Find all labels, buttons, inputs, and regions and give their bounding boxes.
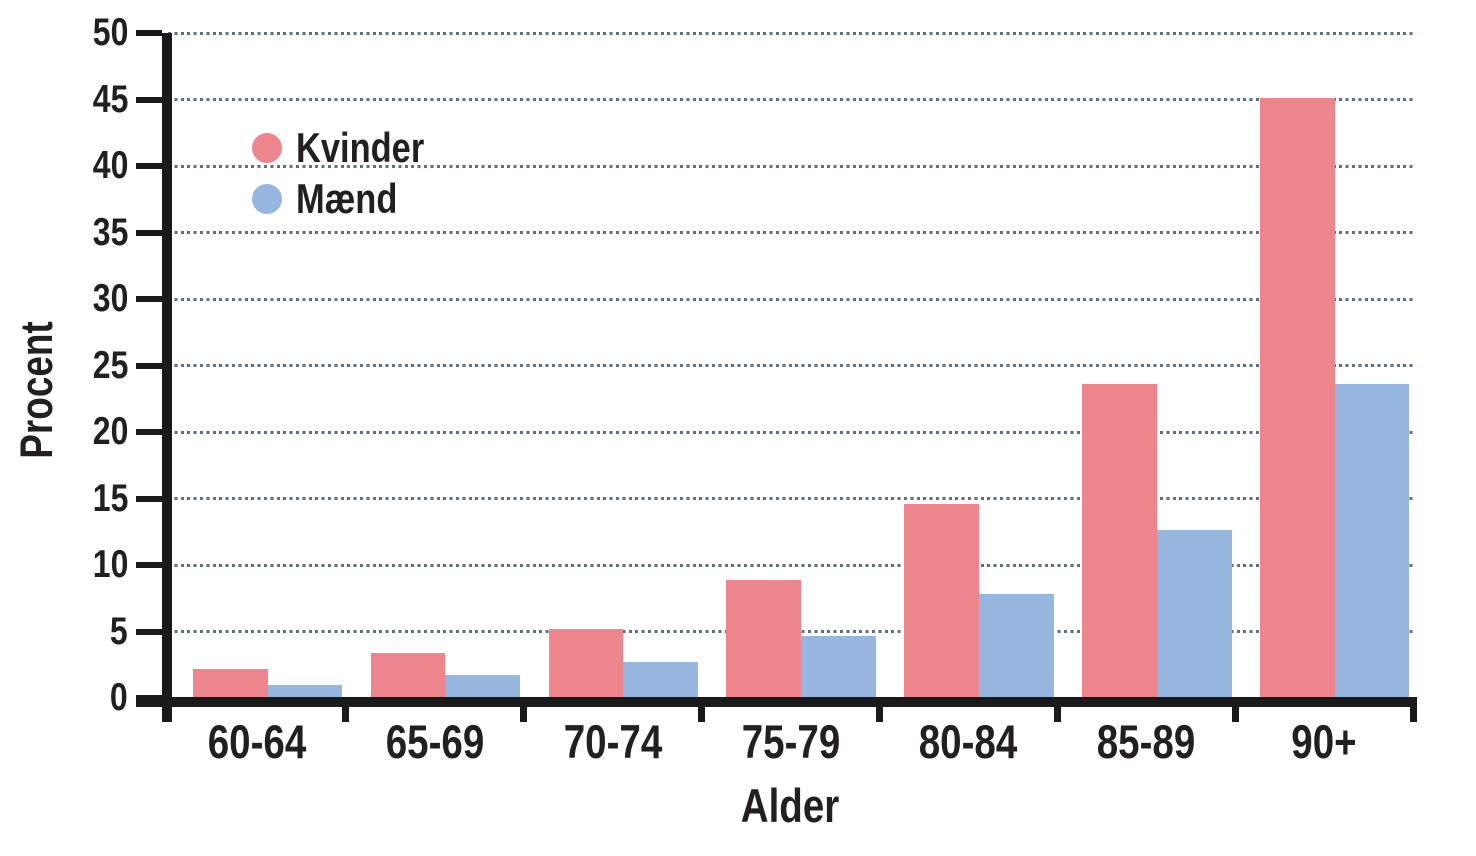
x-axis-title-text: Alder: [740, 779, 840, 832]
bar-group-65-69: [346, 33, 524, 698]
plot-area: [168, 31, 1413, 698]
y-tick-15: [136, 495, 162, 502]
bar-group-80-84: [879, 33, 1057, 698]
y-tick-label-0: 0: [0, 674, 128, 722]
bar-kvinder-90+: [1260, 98, 1335, 698]
y-tick-label-text-25: 25: [92, 343, 128, 387]
y-tick-35: [136, 229, 162, 236]
bar-kvinder-75-79: [726, 579, 802, 698]
x-label-text-65-69: 65-69: [385, 715, 485, 768]
x-label-75-79: 75-79: [730, 714, 850, 769]
y-tick-label-text-45: 45: [92, 77, 128, 121]
legend: Kvinder Mænd: [252, 122, 452, 224]
y-tick-label-10: 10: [0, 541, 128, 589]
bar-maend-65-69: [445, 675, 521, 698]
y-tick-label-30: 30: [0, 275, 128, 323]
bars-layer: [168, 33, 1413, 698]
bar-group-85-89: [1057, 33, 1235, 698]
x-label-90+: 90+: [1284, 714, 1364, 769]
x-label-65-69: 65-69: [375, 714, 495, 769]
y-tick-label-5: 5: [0, 608, 128, 656]
y-tick-label-15: 15: [0, 475, 128, 523]
bar-kvinder-65-69: [370, 652, 446, 698]
gridline-45: [168, 98, 1413, 101]
x-tick-6: [1231, 697, 1239, 722]
y-tick-label-40: 40: [0, 142, 128, 190]
x-label-text-90+: 90+: [1291, 715, 1357, 768]
bar-group-70-74: [524, 33, 702, 698]
bar-maend-85-89: [1156, 530, 1232, 698]
bar-maend-90+: [1334, 384, 1410, 698]
legend-item-kvinder: Kvinder: [252, 122, 452, 173]
y-tick-label-text-10: 10: [92, 543, 128, 586]
gridline-35: [168, 231, 1413, 234]
gridline-20: [168, 430, 1413, 434]
x-label-text-85-89: 85-89: [1096, 715, 1196, 768]
bar-kvinder-80-84: [904, 503, 980, 698]
bar-kvinder-70-74: [548, 628, 624, 698]
bar-group-60-64: [168, 33, 346, 698]
gridline-50: [168, 31, 1413, 35]
y-tick-label-text-20: 20: [92, 410, 128, 453]
bar-kvinder-85-89: [1082, 384, 1157, 698]
y-tick-10: [136, 562, 162, 568]
x-label-70-74: 70-74: [553, 714, 673, 769]
x-label-text-75-79: 75-79: [741, 715, 840, 768]
x-tick-4: [875, 697, 883, 722]
gridline-25: [168, 364, 1413, 367]
y-tick-label-50: 50: [0, 9, 128, 57]
x-tick-5: [1053, 697, 1061, 722]
y-tick-label-text-50: 50: [92, 11, 128, 54]
y-tick-25: [136, 362, 162, 369]
y-tick-45: [136, 96, 162, 103]
y-tick-label-35: 35: [0, 209, 128, 257]
gridline-15: [168, 497, 1413, 500]
y-tick-label-25: 25: [0, 342, 128, 390]
bar-maend-75-79: [801, 635, 876, 698]
maend-swatch-icon: [252, 183, 282, 214]
x-label-text-80-84: 80-84: [919, 715, 1018, 768]
y-tick-5: [136, 628, 162, 635]
x-label-85-89: 85-89: [1086, 714, 1206, 769]
gridline-10: [168, 563, 1413, 567]
y-tick-label-text-15: 15: [92, 476, 128, 520]
x-tick-2: [520, 697, 528, 722]
y-tick-label-text-0: 0: [110, 676, 128, 719]
legend-label-maend: Mænd: [296, 174, 398, 222]
x-tick-7: [1409, 697, 1417, 722]
x-tick-1: [342, 697, 350, 722]
gridline-30: [168, 297, 1413, 301]
x-tick-3: [698, 697, 706, 722]
x-label-80-84: 80-84: [908, 714, 1028, 769]
kvinder-swatch-icon: [252, 132, 282, 163]
y-tick-30: [136, 296, 162, 302]
y-tick-40: [136, 163, 162, 169]
x-label-text-60-64: 60-64: [207, 715, 307, 768]
x-axis-title: Alder: [730, 778, 850, 833]
bar-kvinder-60-64: [192, 668, 268, 698]
x-axis-line: [136, 697, 1413, 707]
y-tick-label-45: 45: [0, 76, 128, 124]
bar-maend-60-64: [267, 684, 343, 698]
y-tick-20: [136, 429, 162, 435]
y-tick-50: [136, 30, 162, 36]
legend-item-maend: Mænd: [252, 173, 452, 224]
y-tick-label-text-30: 30: [92, 277, 128, 320]
y-tick-label-text-40: 40: [92, 144, 128, 187]
legend-label-kvinder: Kvinder: [296, 123, 425, 171]
bar-group-75-79: [702, 33, 880, 698]
y-tick-label-text-5: 5: [110, 609, 128, 653]
y-tick-label-20: 20: [0, 408, 128, 456]
x-label-text-70-74: 70-74: [563, 715, 662, 768]
y-tick-label-text-35: 35: [92, 210, 128, 254]
bar-maend-80-84: [979, 594, 1054, 698]
x-label-60-64: 60-64: [197, 714, 317, 769]
bar-maend-70-74: [623, 662, 698, 698]
bar-group-90+: [1235, 33, 1413, 698]
y-axis-line: [162, 33, 172, 722]
gridline-40: [168, 164, 1413, 168]
